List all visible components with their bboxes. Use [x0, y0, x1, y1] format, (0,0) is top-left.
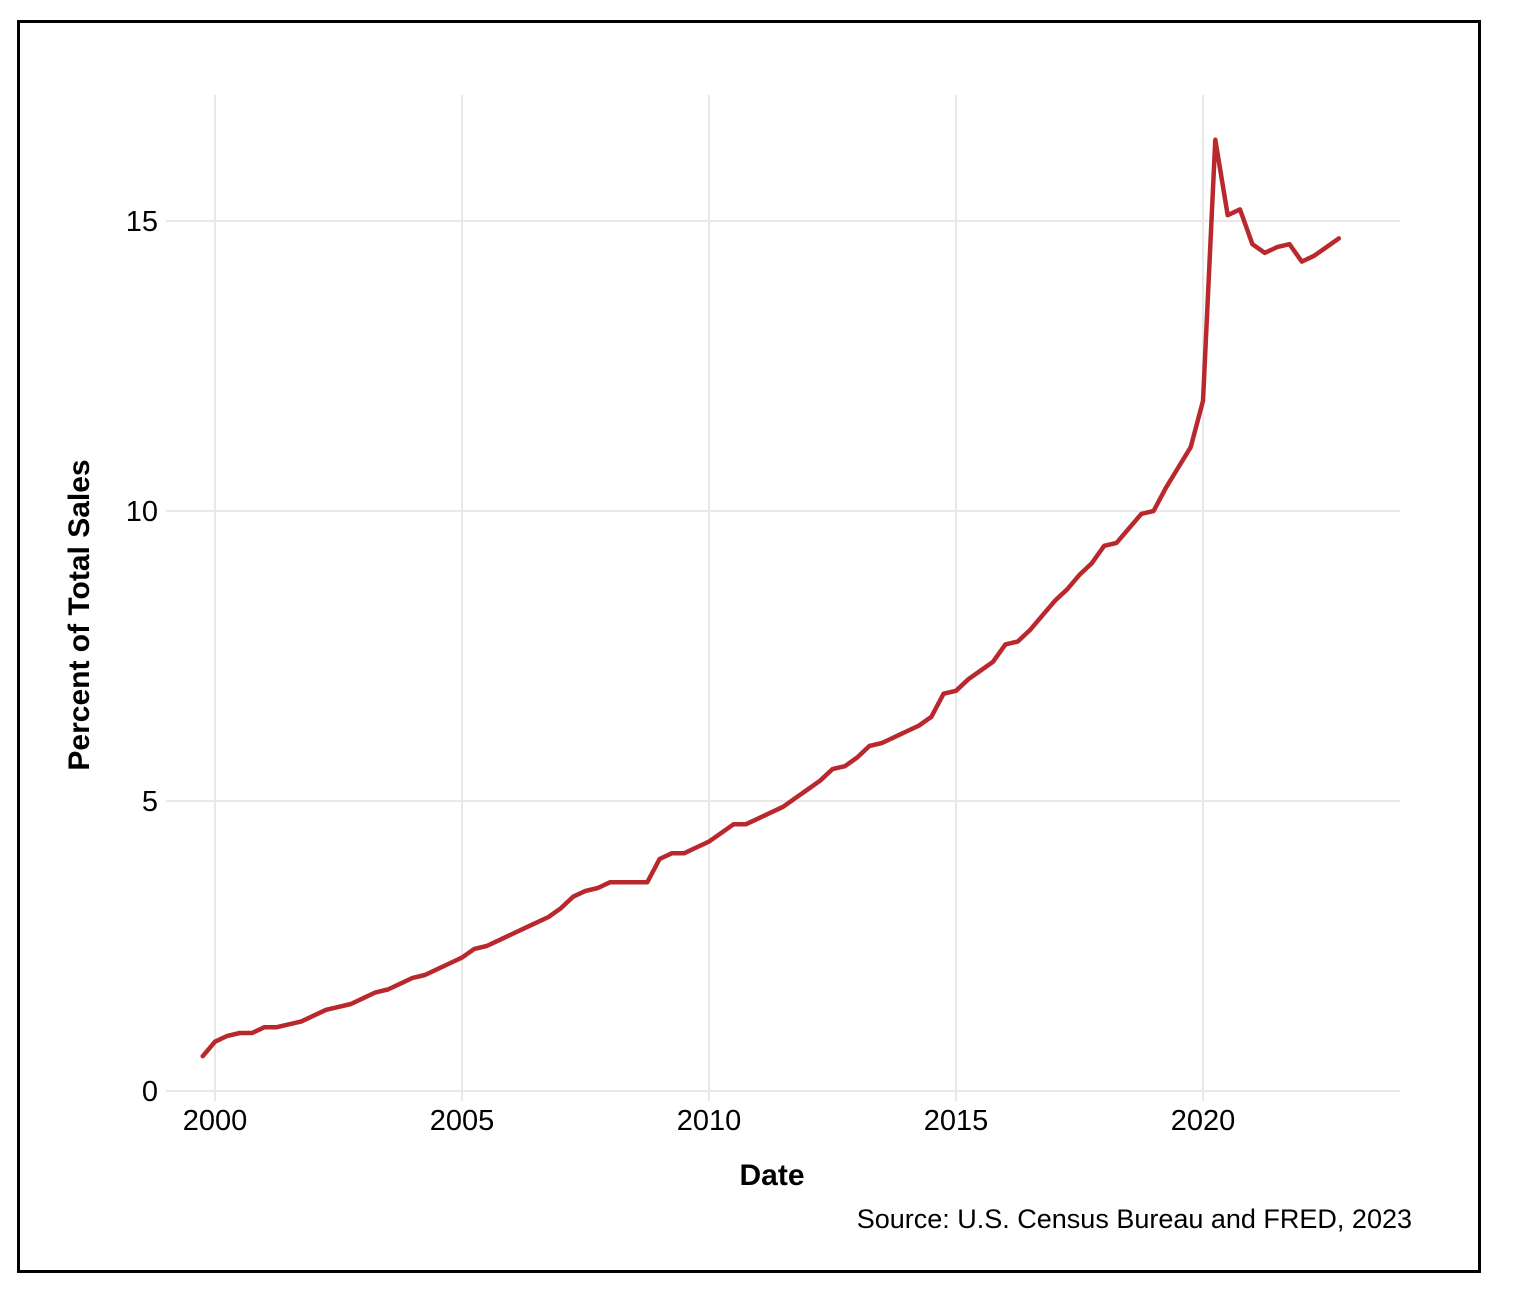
y-tick-label: 0 — [142, 1076, 158, 1108]
y-tick-label: 15 — [126, 206, 158, 238]
x-tick-label: 2000 — [183, 1105, 248, 1137]
series-line — [200, 137, 1342, 1059]
x-tick-label: 2020 — [1171, 1105, 1236, 1137]
y-tick-labels: 0 5 10 15 — [126, 206, 158, 1108]
x-axis-title: Date — [739, 1159, 804, 1192]
y-axis-title: Percent of Total Sales — [63, 459, 96, 770]
data-series — [200, 137, 1342, 1059]
x-tick-label: 2005 — [430, 1105, 495, 1137]
gridlines — [166, 95, 1400, 1101]
y-tick-label: 5 — [142, 786, 158, 818]
x-tick-label: 2015 — [924, 1105, 989, 1137]
frame-border — [17, 20, 1481, 1273]
source-note: Source: U.S. Census Bureau and FRED, 202… — [857, 1204, 1412, 1234]
x-tick-label: 2010 — [677, 1105, 742, 1137]
y-tick-label: 10 — [126, 496, 158, 528]
x-tick-labels: 2000 2005 2010 2015 2020 — [183, 1105, 1236, 1137]
